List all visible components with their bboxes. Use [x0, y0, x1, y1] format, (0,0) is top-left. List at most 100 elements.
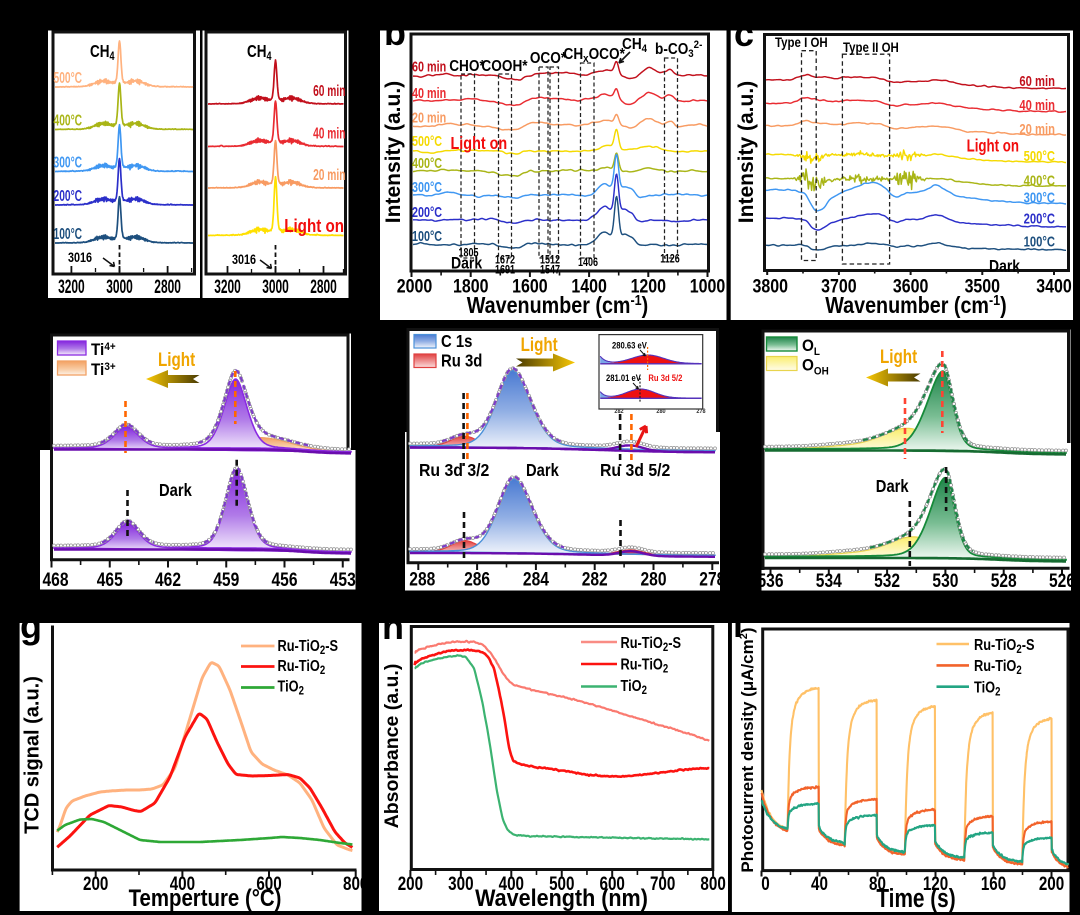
svg-text:Time (s): Time (s)	[876, 884, 955, 913]
svg-text:500°C: 500°C	[54, 69, 83, 87]
svg-text:2000: 2000	[397, 275, 433, 297]
svg-text:1672: 1672	[495, 253, 515, 267]
svg-text:1000: 1000	[690, 275, 726, 297]
svg-text:459: 459	[213, 569, 239, 591]
svg-text:456: 456	[272, 569, 298, 591]
svg-text:0: 0	[761, 872, 769, 894]
svg-text:500°C: 500°C	[1024, 147, 1056, 164]
svg-text:278: 278	[699, 568, 725, 590]
svg-text:526: 526	[1049, 570, 1075, 592]
svg-text:Wavenumber (cm-1): Wavenumber (cm-1)	[467, 291, 648, 318]
svg-text:Ru 3d 5/2: Ru 3d 5/2	[600, 460, 670, 480]
svg-text:400°C: 400°C	[1024, 172, 1056, 189]
svg-text:3000: 3000	[262, 277, 289, 297]
svg-text:200°C: 200°C	[1024, 210, 1056, 227]
svg-text:280.63 eV: 280.63 eV	[612, 340, 647, 351]
svg-text:CHO*: CHO*	[449, 58, 485, 75]
svg-text:3800: 3800	[752, 275, 788, 297]
svg-text:530: 530	[932, 570, 958, 592]
svg-text:CH4: CH4	[622, 36, 647, 55]
svg-text:40: 40	[811, 872, 828, 894]
svg-text:Temperture (°C): Temperture (°C)	[129, 884, 282, 911]
svg-text:b: b	[384, 12, 406, 53]
svg-text:Ru-TiO2: Ru-TiO2	[278, 658, 326, 678]
svg-text:Wavenumber (cm-1): Wavenumber (cm-1)	[825, 291, 1006, 318]
svg-text:h: h	[382, 606, 404, 647]
svg-text:120: 120	[923, 872, 948, 894]
svg-text:536: 536	[758, 570, 784, 592]
svg-text:400: 400	[499, 872, 524, 894]
svg-text:288: 288	[409, 568, 435, 590]
svg-text:1600: 1600	[512, 275, 548, 297]
svg-text:1800: 1800	[453, 275, 489, 297]
svg-text:200: 200	[398, 872, 423, 894]
svg-text:Ru-TiO2-S: Ru-TiO2-S	[278, 638, 339, 658]
svg-text:Intensity (a.u.): Intensity (a.u.)	[382, 81, 405, 223]
svg-text:CHxOCO*: CHxOCO*	[564, 46, 626, 65]
svg-text:Intensity (a.u.): Intensity (a.u.)	[735, 81, 758, 223]
svg-text:1547: 1547	[540, 263, 560, 277]
svg-text:100°C: 100°C	[54, 225, 83, 243]
svg-text:COOH*: COOH*	[481, 58, 527, 75]
svg-text:1200: 1200	[631, 275, 667, 297]
svg-text:Light on: Light on	[451, 134, 508, 154]
svg-text:280: 280	[656, 409, 666, 415]
svg-text:Type II OH: Type II OH	[843, 40, 899, 55]
svg-text:3700: 3700	[821, 275, 857, 297]
svg-text:2800: 2800	[310, 277, 337, 297]
svg-text:20 min: 20 min	[1019, 120, 1055, 137]
svg-text:282: 282	[582, 568, 608, 590]
svg-text:TiO2: TiO2	[621, 678, 647, 698]
svg-text:200: 200	[1039, 872, 1064, 894]
svg-text:400: 400	[170, 872, 195, 894]
svg-text:200°C: 200°C	[412, 203, 443, 220]
svg-text:c: c	[734, 13, 754, 54]
svg-text:C 1s: C 1s	[441, 332, 472, 351]
svg-text:3016: 3016	[68, 250, 92, 265]
svg-text:1400: 1400	[571, 275, 607, 297]
svg-text:Dark: Dark	[526, 461, 560, 481]
svg-text:CH4: CH4	[247, 42, 272, 63]
svg-text:600: 600	[256, 872, 281, 894]
svg-text:80: 80	[869, 872, 886, 894]
svg-text:528: 528	[991, 570, 1017, 592]
svg-text:40 min: 40 min	[313, 124, 345, 142]
svg-text:Light on: Light on	[284, 216, 344, 237]
svg-text:1512: 1512	[540, 253, 560, 267]
svg-text:Light on: Light on	[967, 137, 1019, 156]
svg-text:OCO*: OCO*	[530, 50, 567, 67]
svg-text:Dark: Dark	[159, 481, 193, 501]
svg-text:CH4: CH4	[90, 42, 115, 63]
svg-text:534: 534	[816, 570, 842, 592]
svg-text:60 min: 60 min	[1019, 72, 1055, 89]
svg-text:Light: Light	[158, 348, 195, 370]
svg-text:20 min: 20 min	[313, 166, 345, 184]
svg-text:Absorbance (a.u.): Absorbance (a.u.)	[381, 664, 403, 829]
svg-text:300°C: 300°C	[54, 153, 83, 171]
svg-text:3200: 3200	[214, 277, 241, 297]
svg-text:3500: 3500	[965, 275, 1001, 297]
svg-text:280: 280	[641, 568, 667, 590]
svg-text:286: 286	[464, 568, 490, 590]
svg-text:3200: 3200	[58, 277, 85, 297]
svg-text:468: 468	[43, 569, 69, 591]
svg-text:2800: 2800	[154, 277, 181, 297]
svg-text:300: 300	[448, 872, 473, 894]
svg-text:20 min: 20 min	[412, 109, 446, 126]
svg-text:40 min: 40 min	[412, 84, 446, 101]
svg-text:TiO2: TiO2	[278, 678, 304, 698]
svg-text:Type I OH: Type I OH	[775, 35, 828, 50]
svg-text:282: 282	[614, 409, 624, 415]
svg-text:Ru 3d 3/2: Ru 3d 3/2	[419, 460, 489, 480]
svg-text:100°C: 100°C	[412, 227, 443, 244]
svg-text:TCD signal (a.u.): TCD signal (a.u.)	[22, 676, 44, 834]
svg-text:278: 278	[696, 409, 706, 415]
svg-text:3000: 3000	[106, 277, 133, 297]
svg-text:3016: 3016	[232, 252, 256, 267]
svg-text:Ru-TiO2: Ru-TiO2	[621, 656, 669, 676]
svg-text:1126: 1126	[660, 252, 680, 266]
svg-text:Dark: Dark	[451, 254, 483, 272]
svg-text:284: 284	[523, 568, 549, 590]
svg-text:60 min: 60 min	[313, 82, 345, 100]
svg-text:Wavelength (nm): Wavelength (nm)	[475, 884, 648, 912]
